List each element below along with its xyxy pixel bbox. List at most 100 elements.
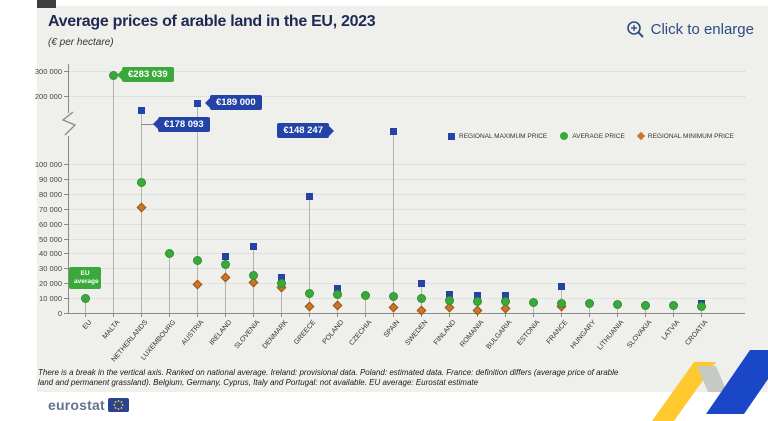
y-axis-tick-label: 100 000 xyxy=(34,160,62,169)
legend-item: REGIONAL MAXIMUM PRICE xyxy=(448,132,548,140)
eu-average-label-text: EU xyxy=(80,270,90,277)
x-axis-label-denmark: DENMARK xyxy=(261,319,290,351)
marker-square-ireland xyxy=(221,252,229,260)
y-axis-tick-label: 10 000 xyxy=(39,294,62,304)
zigzag-arrow-decoration xyxy=(640,340,768,421)
gridline xyxy=(69,238,745,240)
marker-square-denmark xyxy=(277,274,285,282)
marker-square-austria xyxy=(193,99,201,107)
marker-diamond-sweden xyxy=(416,305,426,316)
legend-square-icon xyxy=(448,132,455,140)
marker-circle-bulgaria xyxy=(500,296,510,306)
y-axis-tick xyxy=(64,298,68,300)
marker-square-france xyxy=(557,283,565,291)
x-axis-tick xyxy=(504,313,506,317)
x-axis-tick xyxy=(588,313,590,317)
callout-austria: €189 000 xyxy=(210,95,262,111)
x-axis-label-malta: MALTA xyxy=(101,319,122,341)
unit-label: (€ per hectare) xyxy=(48,37,114,48)
legend: REGIONAL MAXIMUM PRICE AVERAGE PRICE REGIO… xyxy=(448,131,734,141)
callout-spain: €148 247 xyxy=(277,123,329,139)
x-axis-tick xyxy=(644,313,646,317)
axis-break-icon xyxy=(60,111,78,142)
marker-diamond-romania xyxy=(472,305,482,316)
marker-circle-greece xyxy=(304,289,314,299)
callout-value: €178 093 xyxy=(164,118,204,130)
x-axis-tick xyxy=(364,313,366,317)
marker-circle-slovenia xyxy=(248,271,258,281)
gridline xyxy=(69,298,745,300)
footnote-line2: land and permanent grassland). Belgium, … xyxy=(38,378,479,387)
eurostat-logo: eurostat xyxy=(48,397,129,413)
gridline xyxy=(69,283,745,285)
marker-circle-slovakia xyxy=(640,300,650,310)
gridline xyxy=(69,178,745,180)
marker-square-poland xyxy=(333,284,341,292)
data-stem-estonia xyxy=(532,302,534,313)
gridline xyxy=(69,268,745,270)
marker-circle-ireland xyxy=(220,260,230,270)
top-corner-decoration xyxy=(37,0,56,8)
x-axis-label-latvia: LATVIA xyxy=(660,319,682,342)
marker-circle-estonia xyxy=(528,298,538,308)
magnifier-plus-icon xyxy=(626,20,645,39)
gridline xyxy=(69,164,745,165)
y-axis-tick xyxy=(64,268,68,270)
marker-diamond-spain xyxy=(388,302,398,313)
x-axis-tick xyxy=(532,313,534,317)
marker-circle-romania xyxy=(472,296,482,306)
y-axis-tick xyxy=(64,178,68,180)
y-axis-tick xyxy=(64,283,68,285)
y-axis-tick xyxy=(64,71,68,72)
eu-flag-icon xyxy=(107,398,129,412)
enlarge-button[interactable]: Click to enlarge xyxy=(626,20,754,39)
legend-item: REGIONAL MINIMUM PRICE xyxy=(636,131,734,141)
y-axis-tick-label: 90 000 xyxy=(39,174,62,184)
data-stem-ireland xyxy=(224,256,226,313)
marker-circle-finland xyxy=(444,295,454,305)
y-axis-tick-label: 200 000 xyxy=(34,92,62,101)
marker-square-bulgaria xyxy=(501,291,509,299)
marker-diamond-netherlands xyxy=(136,203,146,213)
data-stem-luxembourg xyxy=(168,253,170,313)
y-axis-tick xyxy=(64,208,68,210)
marker-square-spain xyxy=(389,127,397,135)
y-axis-tick-label: 300 000 xyxy=(34,67,62,76)
marker-circle-france xyxy=(556,298,566,308)
marker-diamond-austria xyxy=(192,279,202,290)
x-axis-label-poland: POLAND xyxy=(321,319,346,346)
x-axis-tick xyxy=(448,313,450,317)
x-axis-tick xyxy=(168,313,170,317)
callout-value: €189 000 xyxy=(216,97,256,109)
marker-circle-austria xyxy=(192,256,202,266)
page-title: Average prices of arable land in the EU,… xyxy=(48,13,376,30)
y-axis-tick xyxy=(64,223,68,225)
legend-label: REGIONAL MAXIMUM PRICE xyxy=(459,132,548,140)
x-axis-tick xyxy=(224,313,226,317)
gridline xyxy=(69,96,745,97)
y-axis-tick xyxy=(64,96,68,97)
marker-square-finland xyxy=(445,290,453,298)
data-stem-greece xyxy=(308,196,310,313)
y-axis-line xyxy=(68,136,69,313)
marker-diamond-ireland xyxy=(220,273,230,283)
data-stem-malta xyxy=(112,75,114,313)
data-stem-hungary xyxy=(588,303,590,313)
x-axis-tick xyxy=(252,313,254,317)
x-axis-tick xyxy=(672,313,674,317)
callout-value: €283 039 xyxy=(128,69,168,81)
marker-square-romania xyxy=(473,292,481,300)
y-axis-tick-label: 0 xyxy=(57,309,62,318)
data-stem-czechia xyxy=(364,295,366,313)
y-axis-tick-label: 60 000 xyxy=(39,219,62,229)
gridline xyxy=(69,208,745,210)
gridline xyxy=(69,193,745,195)
y-axis-tick-label: 50 000 xyxy=(39,234,62,244)
marker-square-slovenia xyxy=(249,243,257,251)
legend-circle-icon xyxy=(560,132,569,140)
eu-average-label: EU average xyxy=(69,267,101,289)
x-axis-tick xyxy=(196,313,198,317)
x-axis-tick xyxy=(84,313,86,317)
marker-circle-spain xyxy=(388,292,398,302)
